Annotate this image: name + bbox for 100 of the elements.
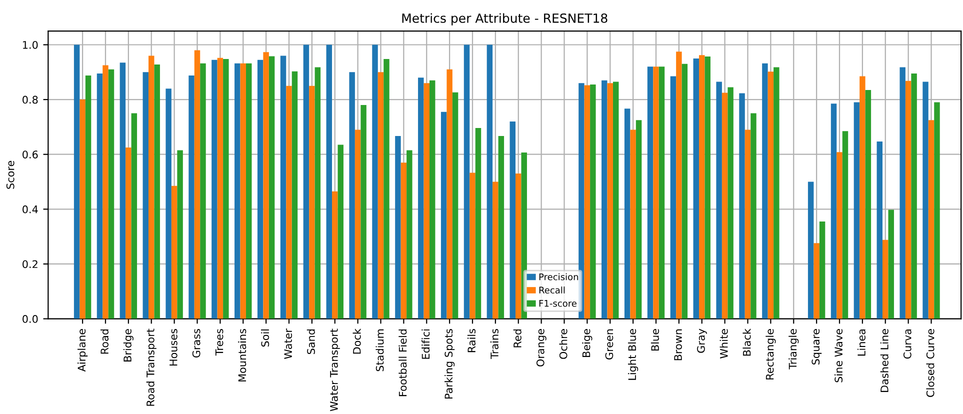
x-tick-label: Triangle [788,329,799,370]
x-tick-label: Dock [352,328,361,354]
bar [486,44,493,319]
bar [774,67,780,319]
x-tick-label: Houses [170,329,178,366]
bar [240,63,246,319]
bar [384,59,390,319]
x-tick-label: Water [284,328,292,359]
bar [212,60,218,319]
y-axis-title: Score [6,160,14,189]
x-tick-label: Light Blue [628,329,638,380]
y-tick-label: 0.4 [22,205,38,214]
bar [739,93,745,319]
bar [108,69,114,319]
bar [475,128,482,319]
x-tick-label: Football Field [398,329,407,396]
bar [693,58,700,319]
y-tick-label: 1.0 [23,40,38,49]
bar [682,64,688,319]
bar [728,87,734,319]
bar [510,121,516,319]
bar [280,56,286,319]
bar [464,44,470,319]
bar [360,105,366,319]
bar [602,80,608,319]
x-tick-label: Mountains [238,329,246,382]
bar [349,72,355,319]
bar [612,82,619,319]
x-tick-label: Linea [857,329,866,356]
bar [922,82,928,319]
bar [516,174,522,319]
bar [429,80,436,319]
bar [854,102,860,319]
x-tick-label: Red [513,329,522,348]
bar [85,75,92,319]
bar [584,85,590,319]
bar [286,86,292,319]
x-tick-label: Rails [467,329,476,352]
x-tick-label: Brown [674,329,682,360]
bar [624,108,630,319]
x-tick-label: Green [605,329,614,360]
x-tick-label: Sand [306,329,315,354]
x-tick-label: Black [742,328,751,356]
chart-title: Metrics per Attribute - RESNET18 [402,13,608,26]
x-tick-label: Edifici [422,329,430,359]
bar [830,104,837,319]
x-tick-label: Dashed Line [880,329,888,392]
bar [406,150,412,319]
bar [154,64,160,319]
bar [722,92,728,319]
bar [814,243,820,319]
bar [636,120,642,319]
bar [452,92,458,319]
bar [314,67,321,319]
bar [647,66,654,319]
bar [372,44,378,319]
legend-label: Recall [539,286,565,294]
bar [900,67,906,319]
bar [338,144,344,319]
bar [424,83,430,319]
bar [928,120,934,319]
y-tick-label: 0.6 [22,150,38,158]
x-tick-label: Sine Wave [834,329,843,382]
bar [762,63,768,319]
y-tick-label: 0.8 [22,96,38,104]
bar [332,191,338,319]
bar [704,56,710,319]
bar [590,84,596,319]
legend-label: Precision [539,273,578,280]
bar [188,75,194,319]
bar [658,66,665,319]
bar [234,63,240,319]
bar [882,240,888,319]
bar [492,182,498,319]
bar [120,62,126,319]
bar [418,78,424,319]
bar [223,59,229,319]
x-tick-label: Curva [903,329,912,359]
bar [131,113,138,319]
bar [842,131,848,319]
bar [194,50,200,319]
bar [670,76,676,319]
bar [607,83,613,319]
x-tick-label: Bridge [123,329,134,362]
bar [750,113,756,319]
bar [470,172,476,319]
x-tick-label: White [720,329,728,358]
bar [836,152,842,319]
bar [246,63,252,319]
x-tick-label: Beige [582,329,592,357]
bar [888,210,894,319]
bar [653,66,659,319]
bar [768,72,774,319]
bar [860,76,866,319]
bar [177,150,183,319]
legend-label: F1-score [539,300,576,307]
x-tick-label: Square [812,329,822,364]
bar [498,136,504,319]
bar [268,56,275,319]
bar [440,112,447,319]
